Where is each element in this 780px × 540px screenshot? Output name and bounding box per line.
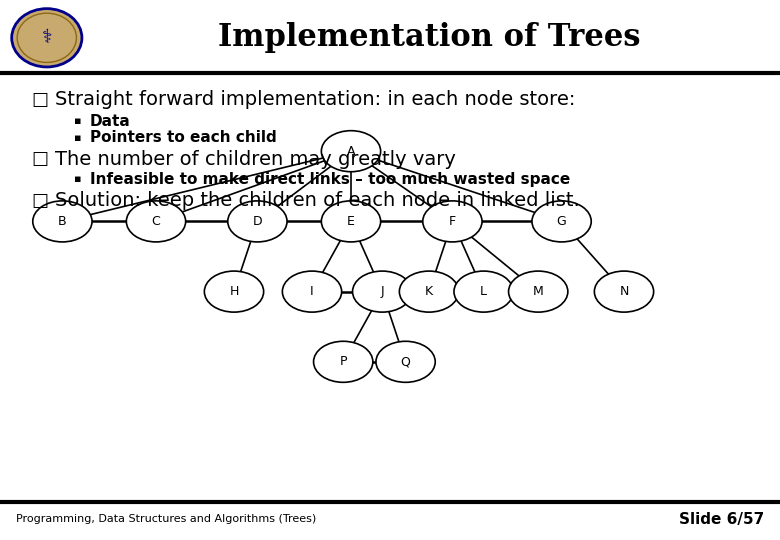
Text: Implementation of Trees: Implementation of Trees: [218, 22, 640, 53]
Text: ▪: ▪: [74, 117, 82, 126]
Circle shape: [314, 341, 373, 382]
Text: ⚕: ⚕: [41, 28, 52, 48]
Text: A: A: [347, 145, 355, 158]
Circle shape: [321, 131, 381, 172]
Circle shape: [399, 271, 459, 312]
Text: D: D: [253, 215, 262, 228]
Circle shape: [228, 201, 287, 242]
Circle shape: [423, 201, 482, 242]
Text: The number of children may greatly vary: The number of children may greatly vary: [55, 150, 456, 169]
Circle shape: [454, 271, 513, 312]
Text: B: B: [58, 215, 67, 228]
Text: Slide 6/57: Slide 6/57: [679, 512, 764, 527]
Text: □: □: [31, 192, 48, 210]
Text: C: C: [151, 215, 161, 228]
Text: J: J: [381, 285, 384, 298]
Text: H: H: [229, 285, 239, 298]
Text: Data: Data: [90, 114, 130, 129]
Circle shape: [532, 201, 591, 242]
Text: Q: Q: [401, 355, 410, 368]
Circle shape: [376, 341, 435, 382]
Circle shape: [33, 201, 92, 242]
Text: N: N: [619, 285, 629, 298]
Text: Programming, Data Structures and Algorithms (Trees): Programming, Data Structures and Algorit…: [16, 515, 316, 524]
Text: L: L: [480, 285, 487, 298]
Text: □: □: [31, 91, 48, 109]
Circle shape: [594, 271, 654, 312]
Circle shape: [282, 271, 342, 312]
Text: G: G: [557, 215, 566, 228]
Text: Infeasible to make direct links – too much wasted space: Infeasible to make direct links – too mu…: [90, 172, 570, 187]
Text: M: M: [533, 285, 544, 298]
Circle shape: [509, 271, 568, 312]
Text: E: E: [347, 215, 355, 228]
Text: I: I: [310, 285, 314, 298]
Text: F: F: [448, 215, 456, 228]
Circle shape: [204, 271, 264, 312]
Text: Straight forward implementation: in each node store:: Straight forward implementation: in each…: [55, 90, 575, 110]
Circle shape: [321, 201, 381, 242]
Text: Solution: keep the children of each node in linked list.: Solution: keep the children of each node…: [55, 191, 580, 211]
Text: ▪: ▪: [74, 133, 82, 143]
Circle shape: [126, 201, 186, 242]
Text: ▪: ▪: [74, 174, 82, 184]
Text: Pointers to each child: Pointers to each child: [90, 130, 276, 145]
Text: P: P: [339, 355, 347, 368]
Text: □: □: [31, 150, 48, 168]
Circle shape: [353, 271, 412, 312]
Circle shape: [12, 9, 82, 67]
Text: K: K: [425, 285, 433, 298]
